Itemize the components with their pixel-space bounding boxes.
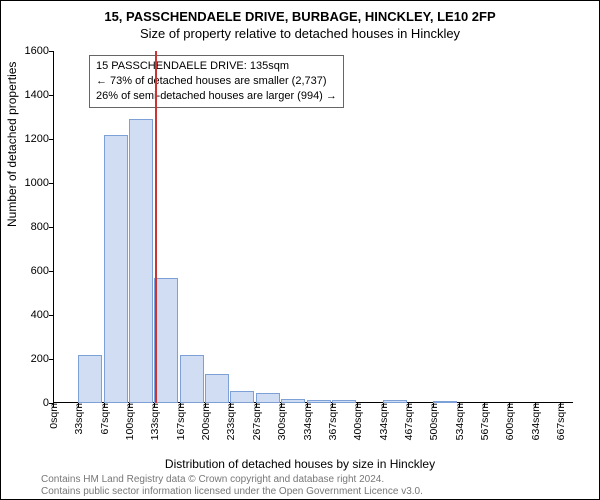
footer-line1: Contains HM Land Registry data © Crown c…	[41, 474, 384, 485]
histogram-bar	[281, 399, 305, 403]
histogram-bar	[154, 278, 178, 403]
histogram-bar	[307, 400, 331, 403]
x-tick-label: 534sqm	[452, 403, 466, 440]
x-tick-label: 67sqm	[97, 403, 111, 435]
y-tick-mark	[49, 95, 53, 96]
annotation-line3: 26% of semi-detached houses are larger (…	[96, 89, 337, 104]
x-tick-label: 233sqm	[223, 403, 237, 440]
x-tick-mark	[307, 403, 308, 407]
y-tick-mark	[49, 51, 53, 52]
y-axis-label: Number of detached properties	[5, 62, 19, 227]
y-tick-mark	[49, 139, 53, 140]
y-tick-mark	[49, 315, 53, 316]
x-tick-mark	[509, 403, 510, 407]
highlight-line	[155, 51, 157, 403]
x-tick-label: 434sqm	[376, 403, 390, 440]
x-tick-label: 567sqm	[477, 403, 491, 440]
y-axis-line	[53, 51, 54, 403]
plot-area: 15 PASSCHENDAELE DRIVE: 135sqm ← 73% of …	[53, 51, 573, 403]
x-tick-mark	[383, 403, 384, 407]
x-tick-label: 200sqm	[198, 403, 212, 440]
x-tick-label: 634sqm	[528, 403, 542, 440]
x-tick-mark	[408, 403, 409, 407]
histogram-bar	[230, 391, 254, 403]
y-tick-mark	[49, 227, 53, 228]
y-tick-mark	[49, 271, 53, 272]
x-tick-label: 367sqm	[325, 403, 339, 440]
x-tick-mark	[154, 403, 155, 407]
x-tick-mark	[129, 403, 130, 407]
histogram-bar	[433, 401, 457, 403]
histogram-bar	[104, 135, 128, 403]
x-tick-mark	[205, 403, 206, 407]
x-tick-mark	[535, 403, 536, 407]
x-tick-mark	[256, 403, 257, 407]
histogram-bar	[205, 374, 229, 403]
x-tick-mark	[53, 403, 54, 407]
x-tick-mark	[230, 403, 231, 407]
x-tick-label: 300sqm	[274, 403, 288, 440]
histogram-bar	[383, 400, 407, 403]
histogram-bar	[78, 355, 102, 403]
x-tick-mark	[332, 403, 333, 407]
x-tick-label: 33sqm	[71, 403, 85, 435]
x-tick-label: 467sqm	[401, 403, 415, 440]
x-tick-mark	[180, 403, 181, 407]
chart-title-line1: 15, PASSCHENDAELE DRIVE, BURBAGE, HINCKL…	[1, 1, 599, 24]
x-tick-mark	[78, 403, 79, 407]
y-tick-mark	[49, 183, 53, 184]
x-tick-label: 667sqm	[553, 403, 567, 440]
x-tick-mark	[281, 403, 282, 407]
x-tick-mark	[459, 403, 460, 407]
x-tick-mark	[560, 403, 561, 407]
x-tick-label: 400sqm	[350, 403, 364, 440]
x-tick-mark	[357, 403, 358, 407]
annotation-line2: ← 73% of detached houses are smaller (2,…	[96, 74, 337, 89]
x-tick-mark	[484, 403, 485, 407]
footer-line2: Contains public sector information licen…	[41, 486, 423, 497]
chart-title-line2: Size of property relative to detached ho…	[1, 24, 599, 41]
x-tick-label: 600sqm	[502, 403, 516, 440]
x-tick-label: 133sqm	[147, 403, 161, 440]
x-tick-mark	[104, 403, 105, 407]
annotation-box: 15 PASSCHENDAELE DRIVE: 135sqm ← 73% of …	[89, 55, 344, 108]
x-tick-label: 334sqm	[300, 403, 314, 440]
x-tick-mark	[433, 403, 434, 407]
x-tick-label: 500sqm	[426, 403, 440, 440]
y-tick-mark	[49, 359, 53, 360]
histogram-bar	[332, 400, 356, 403]
chart-container: 15, PASSCHENDAELE DRIVE, BURBAGE, HINCKL…	[0, 0, 600, 500]
x-tick-label: 100sqm	[122, 403, 136, 440]
x-tick-label: 267sqm	[249, 403, 263, 440]
x-tick-label: 167sqm	[173, 403, 187, 440]
annotation-line1: 15 PASSCHENDAELE DRIVE: 135sqm	[96, 59, 337, 74]
histogram-bar	[129, 119, 153, 403]
histogram-bar	[256, 393, 280, 403]
histogram-bar	[180, 355, 204, 403]
x-axis-label: Distribution of detached houses by size …	[1, 457, 599, 471]
